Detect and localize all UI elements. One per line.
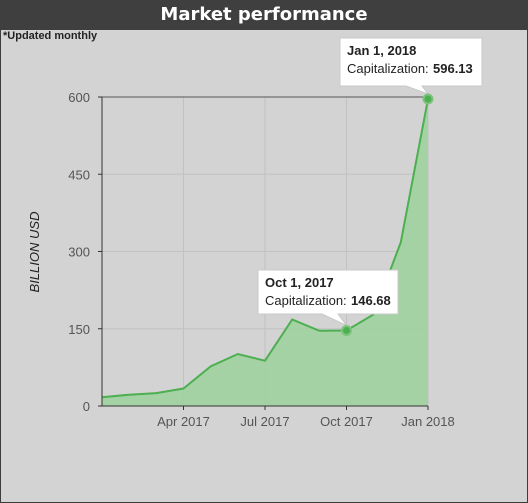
highlight-point xyxy=(341,324,352,336)
series-area xyxy=(102,99,428,406)
x-tick-label: Jan 2018 xyxy=(401,414,455,429)
tooltip-label: Capitalization: xyxy=(347,61,429,76)
tooltip-value: 596.13 xyxy=(433,61,473,76)
y-axis-title: BILLION USD xyxy=(27,212,42,293)
y-tick-label: 450 xyxy=(68,167,90,182)
x-tick-label: Oct 2017 xyxy=(320,414,373,429)
page-title: Market performance xyxy=(0,0,528,30)
tooltip-value: 146.68 xyxy=(351,293,391,308)
tooltip-box xyxy=(257,269,399,326)
tooltip-box xyxy=(339,37,483,96)
tooltip-date: Oct 1, 2017 xyxy=(265,275,334,290)
x-tick-label: Apr 2017 xyxy=(157,414,210,429)
tooltip-date: Jan 1, 2018 xyxy=(347,43,416,58)
highlight-point xyxy=(422,93,434,105)
y-tick-label: 150 xyxy=(68,322,90,337)
update-note: *Updated monthly xyxy=(3,30,98,42)
y-tick-label: 0 xyxy=(83,399,90,414)
y-tick-label: 600 xyxy=(68,90,90,105)
tooltip-label: Capitalization: xyxy=(265,293,347,308)
x-tick-label: Jul 2017 xyxy=(240,414,289,429)
y-tick-label: 300 xyxy=(68,245,90,260)
